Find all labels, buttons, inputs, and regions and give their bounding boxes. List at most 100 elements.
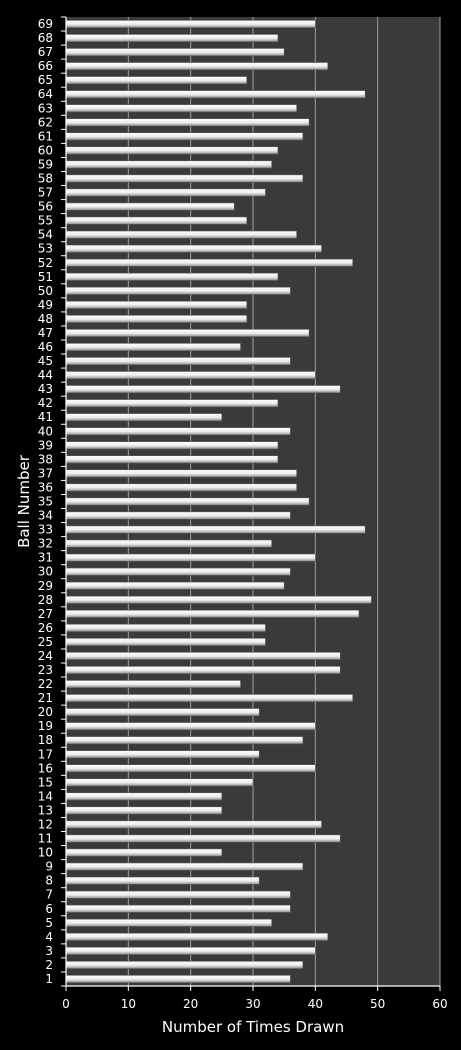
y-tick-label: 17 (38, 747, 53, 761)
bar-ball-25 (65, 637, 266, 646)
y-tick-label: 66 (38, 59, 53, 73)
bar-ball-52 (65, 258, 354, 267)
bar-ball-37 (65, 469, 297, 478)
bar-ball-20 (65, 708, 260, 717)
y-tick-label: 23 (38, 663, 53, 677)
axes (61, 16, 441, 991)
y-tick-label: 7 (45, 888, 53, 902)
y-tick-label: 55 (38, 214, 53, 228)
y-tick-label: 69 (38, 17, 53, 31)
bar-ball-8 (65, 876, 260, 885)
y-tick-label: 1 (45, 972, 53, 986)
bar-ball-66 (65, 62, 329, 71)
bar-ball-16 (65, 764, 316, 773)
y-tick-label: 10 (38, 846, 53, 860)
y-tick-label: 18 (38, 733, 53, 747)
x-tick-label: 20 (183, 997, 198, 1011)
bar-ball-5 (65, 918, 272, 927)
y-tick-label: 63 (38, 101, 53, 115)
bar-ball-17 (65, 750, 260, 759)
bar-ball-69 (65, 20, 316, 28)
y-tick-label: 46 (38, 340, 53, 354)
bar-ball-3 (65, 946, 316, 955)
bar-ball-63 (65, 104, 297, 113)
bar-ball-50 (65, 286, 291, 295)
y-tick-label: 56 (38, 200, 53, 214)
y-tick-label: 54 (38, 228, 53, 242)
y-tick-label: 19 (38, 719, 53, 733)
bar-ball-28 (65, 595, 372, 604)
y-tick-label: 8 (45, 874, 53, 888)
y-tick-label: 22 (38, 677, 53, 691)
y-tick-label: 58 (38, 172, 53, 186)
y-tick-label: 57 (38, 186, 53, 200)
y-tick-label: 35 (38, 495, 53, 509)
y-tick-label: 68 (38, 31, 53, 45)
y-tick-label: 3 (45, 944, 53, 958)
y-tick-label: 48 (38, 312, 53, 326)
bar-ball-13 (65, 806, 223, 815)
y-tick-label: 44 (38, 368, 53, 382)
y-tick-label: 2 (45, 958, 53, 972)
x-tick-label: 30 (245, 997, 260, 1011)
bar-ball-47 (65, 329, 310, 337)
y-tick-label: 65 (38, 73, 53, 87)
bar-ball-1 (65, 975, 291, 983)
bar-ball-45 (65, 357, 291, 366)
y-tick-label: 34 (38, 509, 53, 523)
y-tick-label: 43 (38, 382, 53, 396)
bar-ball-10 (65, 848, 223, 857)
y-tick-label: 24 (38, 649, 53, 663)
bar-ball-62 (65, 118, 310, 127)
bar-ball-7 (65, 890, 291, 899)
bar-ball-27 (65, 609, 360, 618)
bar-ball-21 (65, 694, 354, 703)
y-tick-label: 21 (38, 691, 53, 705)
y-tick-label: 45 (38, 354, 53, 368)
bar-ball-57 (65, 188, 266, 197)
y-tick-label: 59 (38, 157, 53, 171)
bar-ball-12 (65, 820, 322, 829)
y-tick-label: 6 (45, 902, 53, 916)
bar-ball-26 (65, 623, 266, 632)
bar-ball-42 (65, 399, 279, 408)
y-tick-label: 47 (38, 326, 53, 340)
bar-ball-19 (65, 722, 316, 731)
bar-ball-22 (65, 680, 241, 689)
bar-ball-2 (65, 960, 304, 969)
y-tick-label: 12 (38, 818, 53, 832)
x-axis-title: Number of Times Drawn (162, 1018, 344, 1036)
bar-ball-34 (65, 511, 291, 520)
y-tick-label: 25 (38, 635, 53, 649)
bar-ball-33 (65, 525, 366, 534)
bar-ball-61 (65, 132, 304, 141)
y-tick-label: 42 (38, 396, 53, 410)
y-tick-label: 27 (38, 607, 53, 621)
bar-ball-24 (65, 652, 341, 660)
y-tick-label: 9 (45, 860, 53, 874)
y-tick-label: 67 (38, 45, 53, 59)
bar-ball-41 (65, 413, 223, 422)
bar-ball-40 (65, 427, 291, 436)
bar-ball-32 (65, 539, 272, 548)
y-tick-label: 52 (38, 256, 53, 270)
y-tick-label: 41 (38, 410, 53, 424)
bar-ball-55 (65, 216, 248, 225)
x-tick-label: 50 (370, 997, 385, 1011)
x-tick-label: 0 (62, 997, 70, 1011)
y-tick-label: 38 (38, 452, 53, 466)
bar-ball-6 (65, 904, 291, 913)
x-tick-label: 60 (432, 997, 447, 1011)
bar-ball-65 (65, 76, 248, 85)
bar-ball-15 (65, 778, 254, 787)
y-tick-labels: 1234567891011121314151617181920212223242… (38, 17, 53, 986)
x-tick-label: 40 (308, 997, 323, 1011)
y-tick-label: 60 (38, 143, 53, 157)
bar-ball-39 (65, 441, 279, 450)
y-tick-label: 61 (38, 129, 53, 143)
y-tick-label: 51 (38, 270, 53, 284)
y-tick-label: 49 (38, 298, 53, 312)
y-tick-label: 5 (45, 916, 53, 930)
y-tick-label: 37 (38, 466, 53, 480)
y-tick-label: 64 (38, 87, 53, 101)
